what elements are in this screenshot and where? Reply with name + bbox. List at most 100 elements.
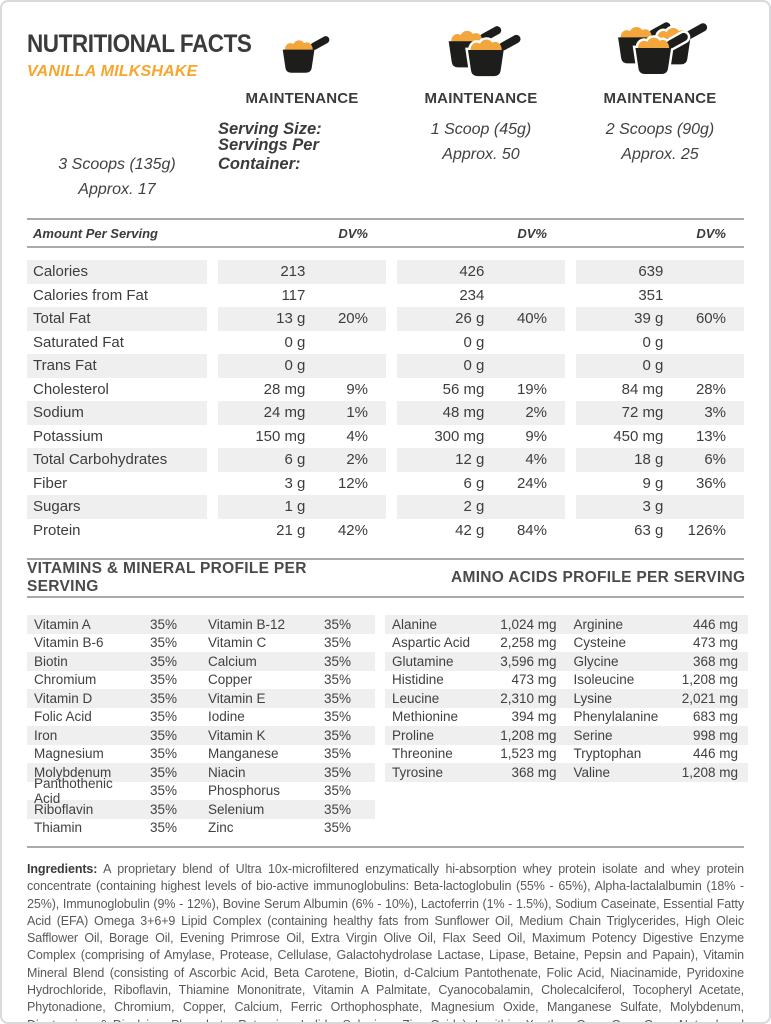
nutrient-name: Sodium [27,401,207,425]
amount-value: 3 g [284,474,306,492]
amino-acid-value: 446 mg [692,746,738,762]
nutrition-row: Total Fat 13 g 20% 26 g 40% 39 g 60% [27,307,744,331]
divider [27,246,744,248]
amino-acids-table: Alanine 1,024 mg Arginine 446 mg Asparti… [385,615,748,837]
serving-3-values: 351 [576,284,744,308]
vitamin-name: Molybdenum [34,764,112,780]
amino-acid-value: 2,258 mg [500,635,557,651]
nutrient-name: Fiber [33,474,68,492]
amino-acid-row: Histidine 473 mg Isoleucine 1,208 mg [385,671,748,690]
vitamin-value: 35% [149,783,177,799]
ingredients-text: A proprietary blend of Ultra 10x-microfi… [27,862,744,1022]
dv-value: 4% [346,427,368,445]
dv-value: 40% [516,310,547,328]
label-header: NUTRITIONAL FACTS VANILLA MILKSHAKE MAIN… [27,22,744,202]
vitamin-name: Manganese [208,746,279,762]
servings-per-container-label: Servings Per Container: [218,135,319,173]
amino-acid-name: Arginine [573,616,624,632]
vitamin-row: Vitamin A 35% Vitamin B-12 35% [27,615,375,634]
serving-2-values: 6 g 24% [397,472,565,496]
nutrient-name: Calories from Fat [33,286,149,304]
title-block: NUTRITIONAL FACTS VANILLA MILKSHAKE [27,22,252,107]
vitamin-name: Iron [34,727,58,743]
vitamin-name: Vitamin D [34,690,93,706]
dv-value: 28% [695,380,726,398]
serving-1-values: 6 g 2% [218,448,386,472]
vitamin-value: 35% [323,672,351,688]
dv-value: 4% [525,451,547,469]
vitamin-row: Riboflavin 35% Selenium 35% [27,800,375,819]
vitamin-value: 35% [323,783,351,799]
vitamin-value: 35% [149,709,177,725]
nutrition-row: Potassium 150 mg 4% 300 mg 9% 450 mg 13% [27,425,744,449]
amount-value: 21 g [276,521,306,539]
serving-1-values: 3 g 12% [218,472,386,496]
amount-value: 0 g [642,357,664,375]
vitamin-value: 35% [149,690,177,706]
amount-value: 24 mg [263,404,306,422]
dv-value: 42% [337,521,368,539]
serving-1-values: 28 mg 9% [218,378,386,402]
divider [27,596,744,598]
vitamin-value: 35% [149,727,177,743]
amount-value: 3 g [642,498,664,516]
amino-acid-value: 1,208 mg [681,672,738,688]
vitamin-name: Folic Acid [34,709,92,725]
nutrition-row: Total Carbohydrates 6 g 2% 12 g 4% 18 g … [27,448,744,472]
vitamin-value: 35% [149,616,177,632]
amino-acid-name: Phenylalanine [573,709,659,725]
amount-value: 18 g [634,451,664,469]
vitamin-name: Copper [208,672,253,688]
amino-acid-name: Alanine [392,616,438,632]
amount-value: 234 [459,286,485,304]
dv-value: 6% [704,451,726,469]
amount-value: 213 [280,263,306,281]
vitamin-value: 35% [149,635,177,651]
amount-value: 0 g [284,357,306,375]
vitamin-value: 35% [323,635,351,651]
vitamin-name: Vitamin E [208,690,266,706]
amount-value: 351 [638,286,664,304]
nutrition-row: Calories 213 426 639 [27,260,744,284]
nutrient-name: Total Fat [27,307,207,331]
serving-size-label: Serving Size: [218,120,322,138]
serving-3-values: 0 g [576,331,744,355]
serving-1-values: 24 mg 1% [218,401,386,425]
vitamin-name: Panthothenic Acid [34,775,113,806]
vitamin-row: Chromium 35% Copper 35% [27,671,375,690]
amino-acid-row: Glutamine 3,596 mg Glycine 368 mg [385,652,748,671]
vitamin-value: 35% [149,746,177,762]
serving-size-value-1: 1 Scoop (45g) [430,120,532,138]
vitamin-value: 35% [323,727,351,743]
vitamin-name: Riboflavin [34,801,94,817]
table-header-row: Amount Per Serving DV% DV% DV% [27,220,744,246]
amino-acid-name: Isoleucine [573,672,635,688]
amino-acid-name: Proline [392,727,435,743]
vitamin-name: Vitamin B-6 [34,635,104,651]
amount-value: 72 mg [621,404,664,422]
divider [27,558,744,560]
vitamin-name: Biotin [34,653,68,669]
vitamin-value: 35% [323,801,351,817]
amount-value: 0 g [463,357,485,375]
amino-acid-value: 446 mg [692,616,738,632]
dv-value: 24% [516,474,547,492]
serving-3-values: 3 g [576,495,744,519]
amount-value: 639 [638,263,664,281]
amount-value: 9 g [642,474,664,492]
vitamin-value: 35% [323,653,351,669]
vitamin-row: Vitamin D 35% Vitamin E 35% [27,689,375,708]
amino-acid-value: 368 mg [692,653,738,669]
amount-value: 63 g [634,521,664,539]
serving-3-values: 9 g 36% [576,472,744,496]
amino-acid-row: Threonine 1,523 mg Tryptophan 446 mg [385,745,748,764]
vitamin-name: Vitamin B-12 [208,616,286,632]
serving-3-values: 63 g 126% [576,519,744,543]
dv-value: 84% [516,521,547,539]
amino-acid-value: 998 mg [692,727,738,743]
vitamin-row: Iron 35% Vitamin K 35% [27,726,375,745]
nutrient-name: Protein [33,521,81,539]
dv-value: 13% [695,427,726,445]
dv-value: 36% [695,474,726,492]
